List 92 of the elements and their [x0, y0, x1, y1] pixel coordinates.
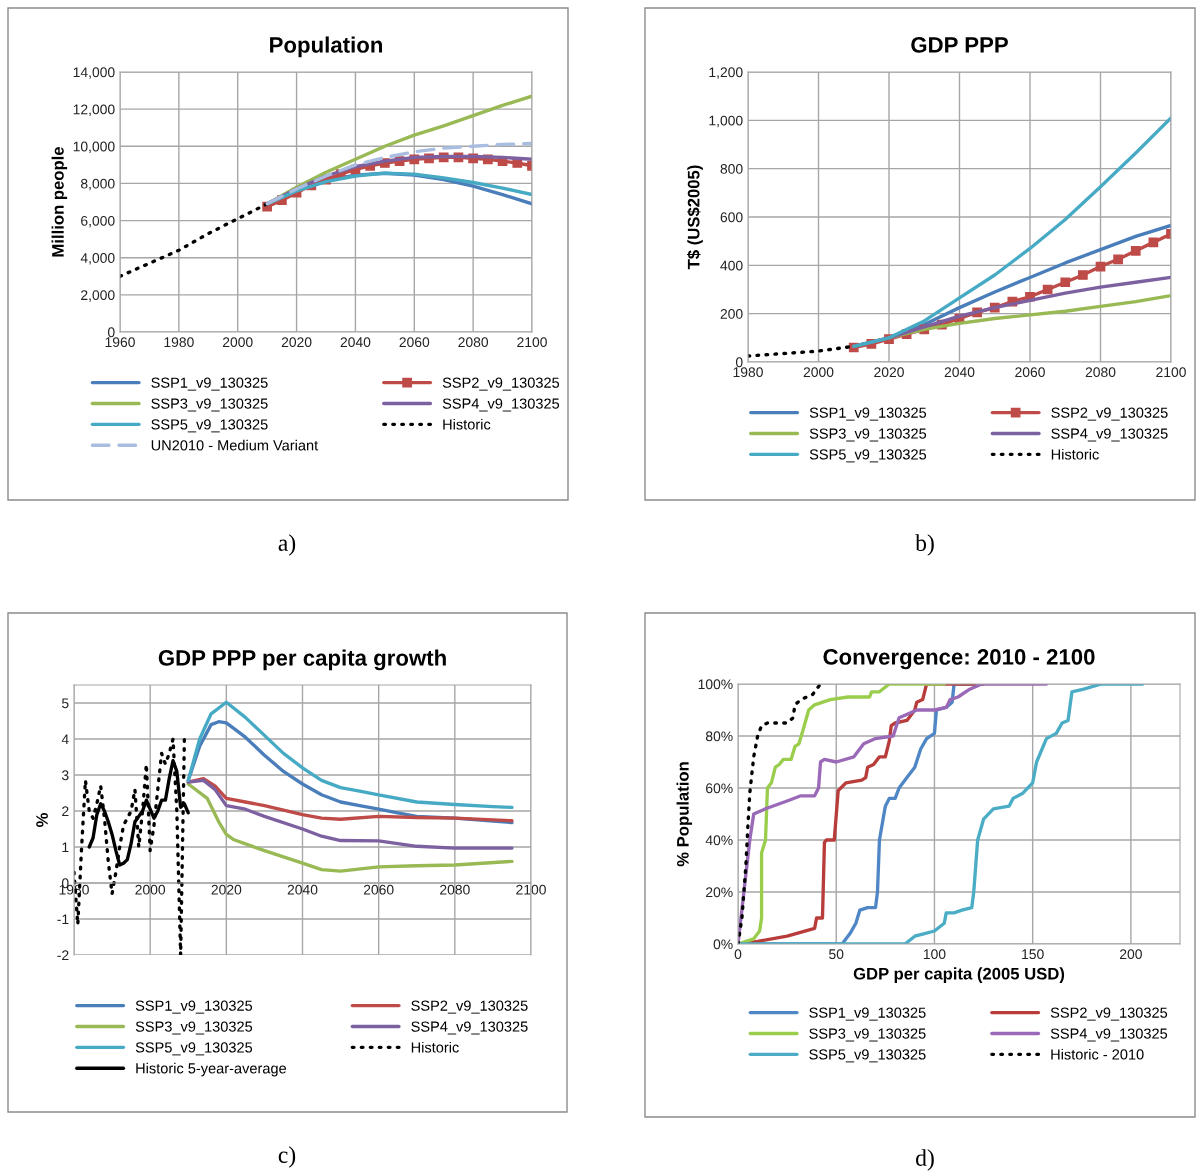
y-tick-label: 4 [61, 734, 69, 745]
x-tick-label: 2020 [211, 884, 242, 895]
y-tick-label: 1,200 [709, 67, 743, 79]
legend-label: SSP3_v9_130325 [809, 1028, 926, 1042]
y-tick-label: 0 [107, 327, 115, 338]
legend-label: SSP5_v9_130325 [809, 449, 927, 463]
x-tick-label: 2000 [803, 367, 834, 378]
x-tick-label: 2060 [363, 884, 394, 895]
legend-label: Historic [1051, 448, 1099, 460]
x-axis-title: GDP per capita (2005 USD) [853, 967, 1065, 983]
legend-label: SSP2_v9_130325 [411, 1000, 528, 1014]
y-tick-label: 5 [61, 698, 69, 709]
legend-label: SSP1_v9_130325 [151, 377, 268, 391]
legend-label: SSP4_v9_130325 [442, 398, 560, 412]
chart-title: Convergence: 2010 - 2100 [823, 649, 1095, 670]
y-tick-label: 4,000 [80, 253, 115, 265]
x-tick-label: 2060 [399, 337, 430, 348]
y-axis-title: Million people [51, 147, 68, 257]
y-tick-label: 0 [735, 357, 743, 368]
x-tick-label: 2000 [135, 884, 166, 895]
legend-label: SSP2_v9_130325 [1050, 1007, 1168, 1021]
y-tick-label: 800 [720, 164, 743, 174]
y-axis-title: % [36, 813, 48, 827]
x-tick-label: 2020 [281, 337, 312, 348]
legend-label: Historic [443, 418, 491, 430]
x-tick-label: 50 [829, 949, 844, 960]
legend-label: UN2010 - Medium Variant [151, 439, 319, 451]
y-tick-label: 0% [713, 939, 733, 950]
x-tick-label: 2080 [440, 884, 470, 895]
y-tick-label: 6,000 [81, 215, 115, 228]
y-tick-label: -1 [57, 914, 69, 925]
legend-label: SSP5_v9_130325 [151, 419, 268, 433]
x-tick-label: 2100 [517, 337, 547, 348]
y-tick-label: 12,000 [73, 104, 115, 116]
legend-label: SSP4_v9_130325 [1051, 428, 1168, 442]
legend-label: SSP3_v9_130325 [135, 1021, 253, 1035]
y-tick-label: 8,000 [80, 178, 115, 191]
y-tick-label: 200 [720, 309, 743, 319]
chart-title: Population [270, 36, 383, 58]
y-tick-label: 3 [61, 770, 69, 781]
legend-label: SSP2_v9_130325 [442, 377, 560, 391]
y-tick-label: 80% [705, 731, 733, 742]
legend-label: SSP3_v9_130325 [809, 428, 927, 442]
x-tick-label: 2040 [340, 337, 371, 348]
y-tick-label: 14,000 [73, 67, 115, 79]
x-tick-label: 2080 [458, 337, 489, 348]
y-axis-title: % Population [676, 762, 693, 867]
x-tick-label: 2100 [516, 884, 546, 895]
y-tick-label: 600 [720, 212, 743, 223]
y-tick-label: 400 [720, 260, 743, 271]
text: c) [278, 1146, 296, 1168]
y-tick-label: 40% [705, 835, 733, 846]
y-tick-label: 20% [706, 887, 733, 898]
text: b) [915, 534, 934, 556]
y-tick-label: 100% [698, 679, 733, 690]
x-tick-label: 1960 [105, 337, 135, 348]
x-tick-label: 2040 [287, 884, 318, 895]
y-tick-label: 1 [62, 842, 69, 853]
legend-label: SSP2_v9_130325 [1051, 407, 1168, 421]
x-tick-label: 200 [1120, 949, 1142, 960]
y-axis-title: T$ (US$2005) [687, 165, 703, 270]
y-tick-label: 1,000 [709, 115, 743, 128]
text: a) [278, 534, 296, 556]
legend-label: SSP3_v9_130325 [151, 398, 268, 412]
x-tick-label: 2100 [1156, 367, 1186, 378]
x-tick-label: 100 [923, 949, 946, 960]
x-tick-label: 2020 [874, 367, 904, 378]
chart-title: GDP PPP [911, 37, 1008, 53]
text: d) [916, 1149, 934, 1171]
legend-label: Historic 5-year-average [136, 1062, 287, 1077]
x-tick-label: 150 [1022, 949, 1044, 960]
x-tick-label: 2000 [222, 337, 253, 348]
legend-label: Historic - 2010 [1051, 1048, 1144, 1060]
x-tick-label: 1980 [733, 367, 763, 378]
legend-label: SSP4_v9_130325 [411, 1021, 528, 1035]
y-tick-label: 60% [706, 783, 733, 794]
legend-label: SSP5_v9_130325 [135, 1042, 253, 1056]
legend-label: SSP5_v9_130325 [809, 1049, 926, 1063]
x-tick-label: 1980 [164, 337, 194, 348]
legend-label: SSP1_v9_130325 [135, 1000, 253, 1014]
y-tick-label: 10,000 [73, 141, 115, 154]
chart-title: GDP PPP per capita growth [158, 649, 446, 671]
x-tick-label: 2060 [1015, 367, 1045, 378]
legend-label: SSP4_v9_130325 [1050, 1028, 1168, 1042]
legend-label: Historic [411, 1041, 459, 1053]
x-tick-label: 2080 [1085, 367, 1116, 378]
y-tick-label: 2 [62, 806, 69, 817]
y-tick-label: -2 [57, 950, 69, 961]
legend-label: SSP1_v9_130325 [809, 407, 927, 421]
legend-label: SSP1_v9_130325 [809, 1007, 926, 1021]
x-tick-label: 2040 [944, 367, 975, 378]
y-tick-label: 2,000 [81, 290, 115, 302]
